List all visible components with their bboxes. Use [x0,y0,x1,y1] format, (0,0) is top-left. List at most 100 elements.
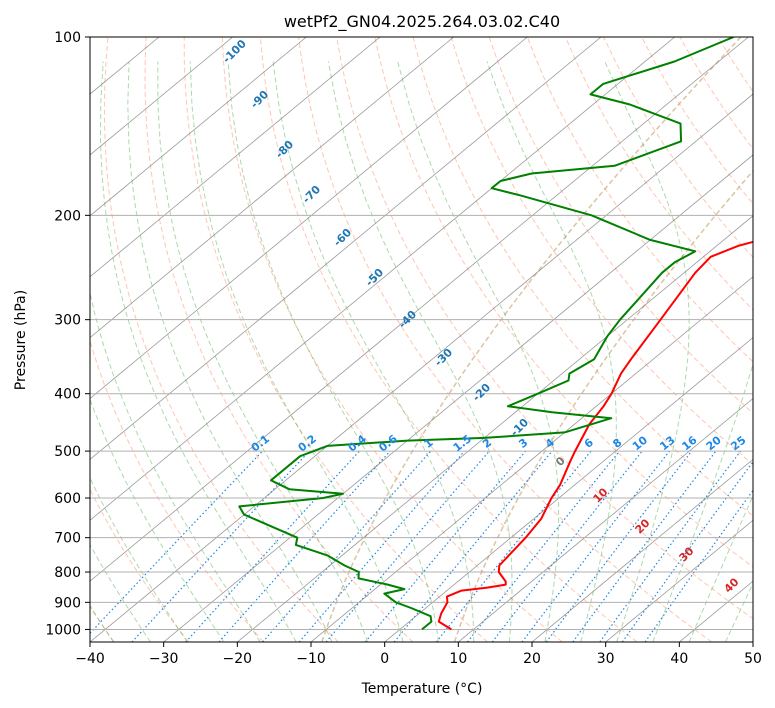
moist-adiabat [99,61,297,642]
moist-adiabat [725,582,753,642]
dewpoint-profile-line [238,37,734,631]
x-tick-label: −10 [296,651,326,667]
moist-adiabat [90,291,261,642]
mixing-ratio-line [393,450,553,642]
dry-adiabat [756,37,775,642]
y-tick-label: 600 [54,491,81,507]
mixing-ratio-line [644,489,753,642]
y-tick-label: 500 [54,444,81,460]
dry-adiabat [144,37,414,642]
dry-adiabat [103,37,339,642]
mixing-ratio-label: 16 [680,433,700,453]
background-lines [0,37,775,643]
dry-adiabat [565,37,753,311]
mixing-ratio-label: 8 [610,436,624,451]
y-tick-label: 700 [54,531,81,547]
mixing-ratio-label: 3 [516,436,530,451]
mixing-ratio-line [131,450,310,642]
isotherm-line [90,37,675,521]
isotherm-line [90,37,381,278]
dry-adiabat [488,37,753,414]
isotherm-line [90,37,749,582]
moist-adiabat [127,61,333,642]
axes: −40 −30 −20 −10 0 10 20 30 40 50 100 200 300 400 500 60… [45,30,762,667]
isotherm-line [90,37,602,460]
isotherm-line [90,37,307,217]
moist-adiabat-label: 30 [677,544,697,564]
dry-adiabat [90,488,190,642]
y-tick-label: 400 [54,387,81,403]
mixing-ratio-line [325,450,490,642]
isotherm-line [531,458,753,642]
dry-adiabat [183,37,488,642]
x-tick-label: −20 [223,651,253,667]
dry-adiabat [90,339,264,642]
x-tick-label: 40 [670,651,688,667]
dry-adiabat [298,37,712,642]
mixing-ratio-line [262,450,432,642]
isotherm-line [90,37,454,339]
isohume-line [321,37,742,642]
dry-adiabat-label: -100 [220,37,249,66]
isotherm-line [310,276,753,642]
y-tick-label: 900 [54,595,81,611]
dry-adiabat [679,37,753,150]
mixing-ratio-line [90,450,263,635]
mixing-ratio-line [521,450,671,642]
mixing-ratio-label: 6 [582,436,596,451]
dry-adiabat-label: -80 [273,138,296,161]
moist-adiabat [272,61,475,642]
x-tick-label: 0 [380,651,389,667]
moist-adiabat [652,362,753,642]
x-tick-label: 30 [597,651,615,667]
isotherm-line [90,93,753,642]
mixing-ratio-line [218,450,391,642]
y-tick-label: 100 [54,30,81,46]
x-tick-label: 10 [449,651,467,667]
isotherm-line [0,37,12,642]
temperature-profile-line [437,240,753,631]
dry-adiabat [717,37,753,93]
y-tick-label: 300 [54,313,81,329]
x-tick-label: 50 [744,651,762,667]
mixing-ratio-line [599,450,742,642]
mixing-ratio-line [621,460,753,642]
moist-adiabat [90,476,188,642]
dry-adiabat [374,37,753,568]
chart-title: wetPf2_GN04.2025.264.03.02.C40 [284,12,560,32]
mixing-ratio-line [298,450,465,642]
moist-adiabat [486,61,617,642]
isotherm-line [90,37,233,156]
dry-adiabat [412,37,753,517]
y-tick-label: 1000 [45,622,81,638]
moist-adiabat [327,61,513,642]
dry-adiabat [641,37,753,205]
mixing-ratio-line [467,450,620,642]
dry-adiabat [336,37,753,620]
data-lines [238,37,753,631]
mixing-ratio-line [364,450,526,642]
moist-adiabat [90,543,151,642]
dry-adiabat-label: -40 [396,308,419,331]
x-tick-label: −40 [75,651,105,667]
mixing-ratio-line [572,450,717,642]
mixing-ratio-label: 25 [728,434,748,454]
x-axis-title: Temperature (°C) [361,681,483,697]
x-tick-label: 20 [523,651,541,667]
moist-adiabat [604,61,690,642]
dry-adiabat-label: -20 [470,381,493,404]
isotherm-line [90,37,528,399]
mixing-ratio-line [545,450,693,642]
dry-adiabat [450,37,753,466]
mixing-ratio-line [435,450,592,642]
moist-adiabat [762,62,775,643]
dry-adiabat-label: -50 [363,266,386,289]
isotherm-line [458,397,753,642]
moist-adiabat [189,61,404,642]
dry-adiabat [259,37,638,642]
isotherm-line [384,337,753,642]
dry-adiabat [221,37,563,642]
y-axis-title: Pressure (hPa) [13,290,29,390]
mixing-ratio-line [185,450,360,642]
